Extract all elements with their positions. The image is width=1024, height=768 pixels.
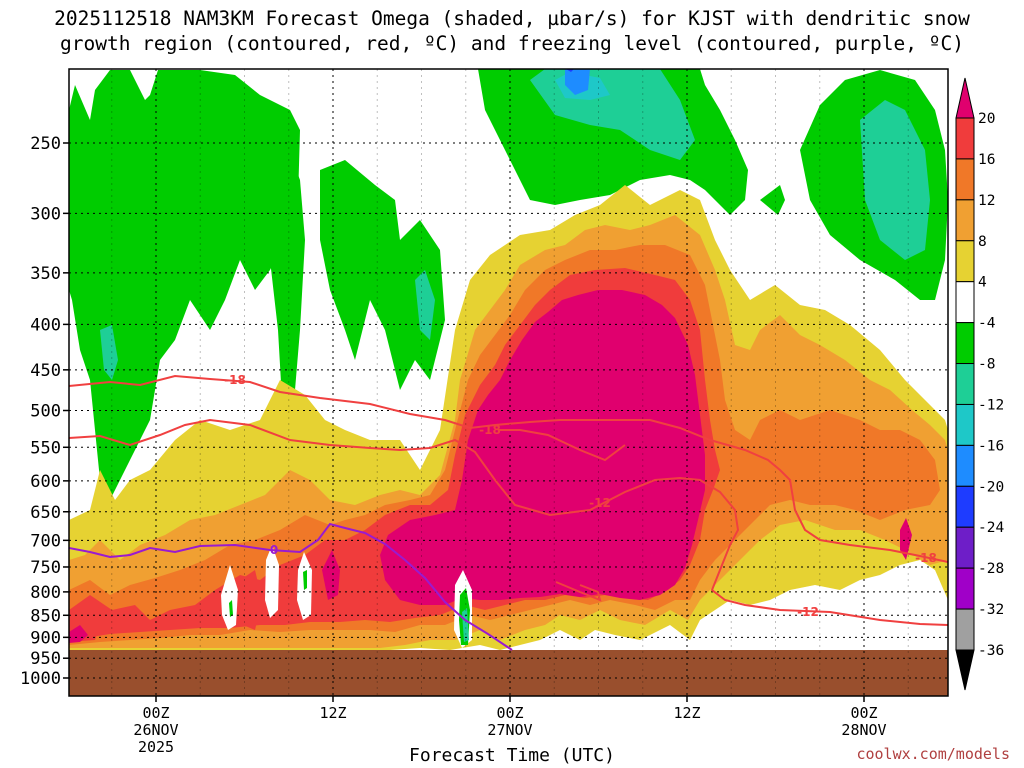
colorbar-band — [955, 240, 975, 283]
omega-region-gt20-right — [900, 518, 912, 560]
colorbar-cap-top — [955, 77, 975, 119]
dgz-contour-m12-inner — [498, 429, 626, 462]
chart-title-line2: growth region (contoured, red, ºC) and f… — [60, 32, 964, 55]
colorbar-tick-label: -4 — [978, 316, 996, 332]
colorbar-band — [955, 444, 975, 487]
colorbar-band — [955, 117, 975, 160]
contour-labels: -18 -12 -18 -12 -18 0 — [224, 373, 937, 619]
ground-fill — [69, 650, 948, 696]
dgz-label-5: -18 — [479, 423, 501, 437]
dgz-label-3: -18 — [915, 551, 937, 565]
omega-shading — [69, 69, 948, 696]
chart-title-line1: 2025112518 NAM3KM Forecast Omega (shaded… — [54, 7, 970, 30]
omega-region-m12-b — [860, 100, 930, 260]
x-axis-label: Forecast Time (UTC) — [409, 745, 615, 766]
y-tick-label: 1000 — [20, 669, 61, 689]
colorbar-tick-label: 8 — [978, 234, 987, 250]
y-tick-label: 300 — [30, 204, 61, 224]
y-axis: 2503003504004505005506006507007508008509… — [20, 134, 69, 689]
dgz-contour-m12 — [69, 418, 948, 626]
omega-region-m12-c — [415, 270, 435, 340]
omega-region-m12-d — [100, 325, 118, 380]
colorbar-tick-label: -36 — [978, 643, 1004, 659]
x-tick-label: 28NOV — [841, 721, 886, 739]
omega-region-m8-right — [760, 185, 785, 215]
y-tick-label: 750 — [30, 558, 61, 578]
colorbar-tick-label: 4 — [978, 275, 987, 291]
colorbar-tick-label: -8 — [978, 357, 995, 373]
omega-region-m8-col2 — [320, 160, 445, 390]
dgz-label-2: -12 — [589, 496, 611, 510]
x-tick-label: 27NOV — [487, 721, 532, 739]
omega-region-zero-b — [265, 545, 279, 618]
y-tick-label: 550 — [30, 438, 61, 458]
chart-grid — [69, 69, 948, 696]
y-tick-label: 350 — [30, 264, 61, 284]
colorbar-band — [955, 281, 975, 324]
omega-region-m20 — [565, 69, 590, 95]
y-tick-label: 600 — [30, 472, 61, 492]
colorbar-band — [955, 158, 975, 201]
omega-colorbar: 20 16 12 8 4 -4 -8 -12 -16 -20 -24 -28 -32 -36 — [955, 77, 1004, 691]
omega-region-gt20-col-a — [322, 550, 340, 600]
omega-region-m8-small-a — [229, 600, 233, 617]
y-tick-label: 650 — [30, 503, 61, 523]
omega-region-m8-upper-left — [69, 70, 300, 500]
x-tick-label: 12Z — [319, 704, 346, 722]
plot-frame — [68, 68, 949, 697]
x-tick-label: 2025 — [138, 738, 174, 756]
dgz-label-4: -12 — [797, 605, 819, 619]
y-tick-label: 400 — [30, 315, 61, 335]
colorbar-cap-bottom — [955, 649, 975, 691]
colorbar-band — [955, 567, 975, 610]
source-credit: coolwx.com/models — [856, 745, 1010, 763]
omega-region-m12-small-c — [462, 608, 469, 642]
colorbar-tick-label: -12 — [978, 397, 1004, 413]
omega-region-gt20-low-left — [69, 625, 88, 643]
y-tick-label: 900 — [30, 628, 61, 648]
x-tick-label: 00Z — [850, 704, 877, 722]
y-tick-label: 700 — [30, 531, 61, 551]
colorbar-tick-label: 16 — [978, 152, 995, 168]
dgz-contour-m18 — [69, 374, 948, 563]
x-tick-label: 12Z — [673, 704, 700, 722]
colorbar-tick-label: -20 — [978, 479, 1004, 495]
colorbar-tick-label: -32 — [978, 602, 1004, 618]
colorbar-tick-label: -28 — [978, 561, 1004, 577]
colorbar-tick-label: -24 — [978, 520, 1004, 536]
omega-region-m8-small-b — [303, 570, 307, 590]
y-tick-label: 500 — [30, 402, 61, 422]
colorbar-band — [955, 322, 975, 365]
omega-region-gt20 — [380, 290, 705, 605]
omega-region-16-col-c — [282, 572, 298, 622]
freezing-contour-0 — [69, 522, 513, 651]
omega-region-zero-a — [221, 565, 238, 630]
y-tick-label: 950 — [30, 649, 61, 669]
colorbar-band — [955, 403, 975, 446]
x-tick-label: 00Z — [142, 704, 169, 722]
colorbar-band — [955, 608, 975, 651]
freezing-label-1: 0 — [270, 543, 278, 557]
colorbar-band — [955, 363, 975, 405]
chart-contours — [69, 374, 948, 651]
colorbar-tick-label: -16 — [978, 438, 1004, 454]
dgz-contour-m18-lower — [555, 581, 602, 602]
y-tick-label: 850 — [30, 606, 61, 626]
colorbar-tick-label: 12 — [978, 193, 995, 209]
y-tick-label: 450 — [30, 361, 61, 381]
dgz-label-1: -18 — [224, 373, 246, 387]
x-tick-label: 26NOV — [133, 721, 178, 739]
colorbar-band — [955, 485, 975, 528]
colorbar-tick-label: 20 — [978, 111, 995, 127]
x-tick-label: 00Z — [496, 704, 523, 722]
y-tick-label: 800 — [30, 583, 61, 603]
y-tick-label: 250 — [30, 134, 61, 154]
colorbar-band — [955, 199, 975, 242]
omega-region-m8-col1 — [265, 140, 305, 430]
colorbar-band — [955, 526, 975, 569]
